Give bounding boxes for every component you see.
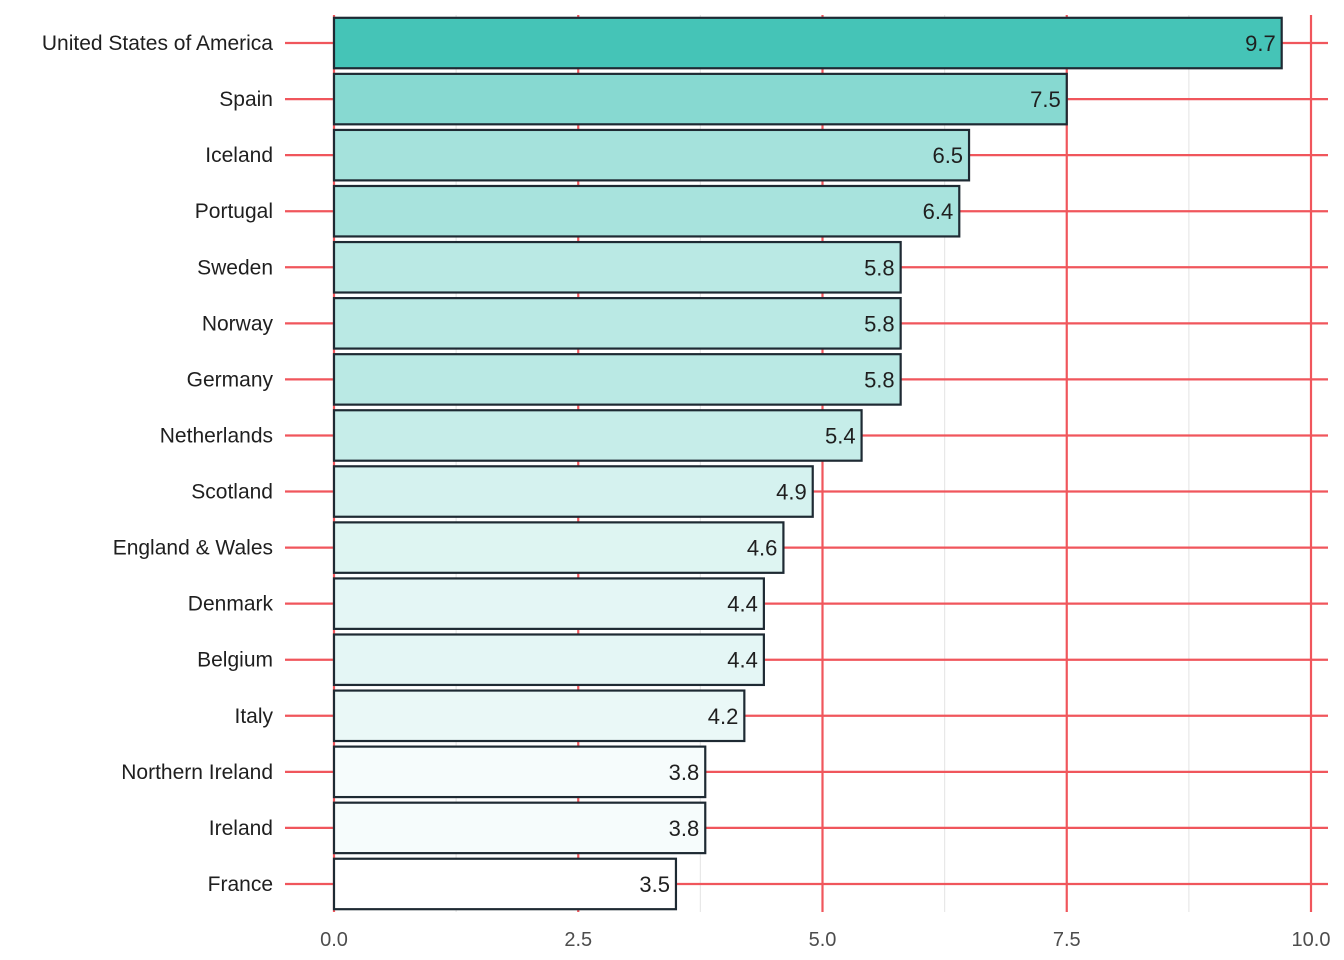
bar-value-label: 4.4 (727, 648, 758, 673)
x-tick-label: 5.0 (809, 929, 837, 951)
bar (332, 633, 765, 687)
category-label: Northern Ireland (121, 761, 273, 784)
bar (332, 465, 814, 518)
category-label: Germany (187, 368, 274, 391)
bar-value-label: 3.5 (639, 872, 670, 897)
bar-value-label: 7.5 (1030, 87, 1061, 112)
category-label: United States of America (42, 32, 273, 55)
category-label: Sweden (197, 256, 273, 279)
bar (332, 16, 1283, 70)
bar (332, 801, 707, 855)
bar-value-label: 4.2 (708, 704, 739, 729)
bar-value-label: 3.8 (669, 816, 700, 841)
bar (332, 857, 678, 911)
data-labels: 9.7 7.5 6.5 6.4 5.8 5.8 5.8 5.4 4.9 4.6 4.4 4.4 4.2 3… (639, 31, 1275, 897)
bar-value-label: 6.5 (932, 143, 963, 168)
bar (332, 353, 902, 406)
category-label: Belgium (197, 649, 273, 672)
x-tick-label: 10.0 (1292, 929, 1331, 951)
category-label: Netherlands (160, 424, 273, 447)
bar (332, 72, 1068, 126)
bar (332, 184, 961, 238)
bar (332, 240, 902, 294)
bar-value-label: 4.4 (727, 592, 758, 617)
category-label: Spain (219, 88, 273, 111)
bar-value-label: 5.8 (864, 255, 895, 280)
category-label: France (208, 873, 273, 896)
bar-value-label: 9.7 (1245, 31, 1276, 56)
bar (332, 297, 902, 350)
bar (332, 128, 971, 182)
bar-value-label: 5.8 (864, 311, 895, 336)
category-label: Ireland (209, 817, 273, 840)
category-labels: United States of America Spain Iceland Port… (42, 32, 274, 896)
bar-value-label: 3.8 (669, 760, 700, 785)
bar (332, 745, 707, 799)
category-label: Iceland (205, 144, 273, 167)
category-label: Italy (234, 705, 273, 728)
x-tick-labels: 0.0 2.5 5.0 7.5 10.0 (320, 929, 1330, 951)
category-label: Scotland (191, 481, 273, 504)
bar-value-label: 5.4 (825, 423, 856, 448)
bar (332, 409, 863, 462)
category-label: England & Wales (113, 537, 273, 560)
x-tick-label: 2.5 (564, 929, 592, 951)
category-label: Norway (202, 312, 274, 335)
bar-value-label: 4.6 (747, 536, 778, 561)
category-label: Denmark (188, 593, 274, 616)
bar-value-label: 5.8 (864, 367, 895, 392)
x-tick-label: 7.5 (1053, 929, 1081, 951)
x-tick-label: 0.0 (320, 929, 348, 951)
bar (332, 689, 746, 743)
bar-value-label: 4.9 (776, 480, 807, 505)
bar (332, 577, 765, 630)
category-label: Portugal (195, 200, 273, 223)
bar (332, 521, 785, 574)
bars (332, 16, 1283, 911)
bar-value-label: 6.4 (923, 199, 954, 224)
